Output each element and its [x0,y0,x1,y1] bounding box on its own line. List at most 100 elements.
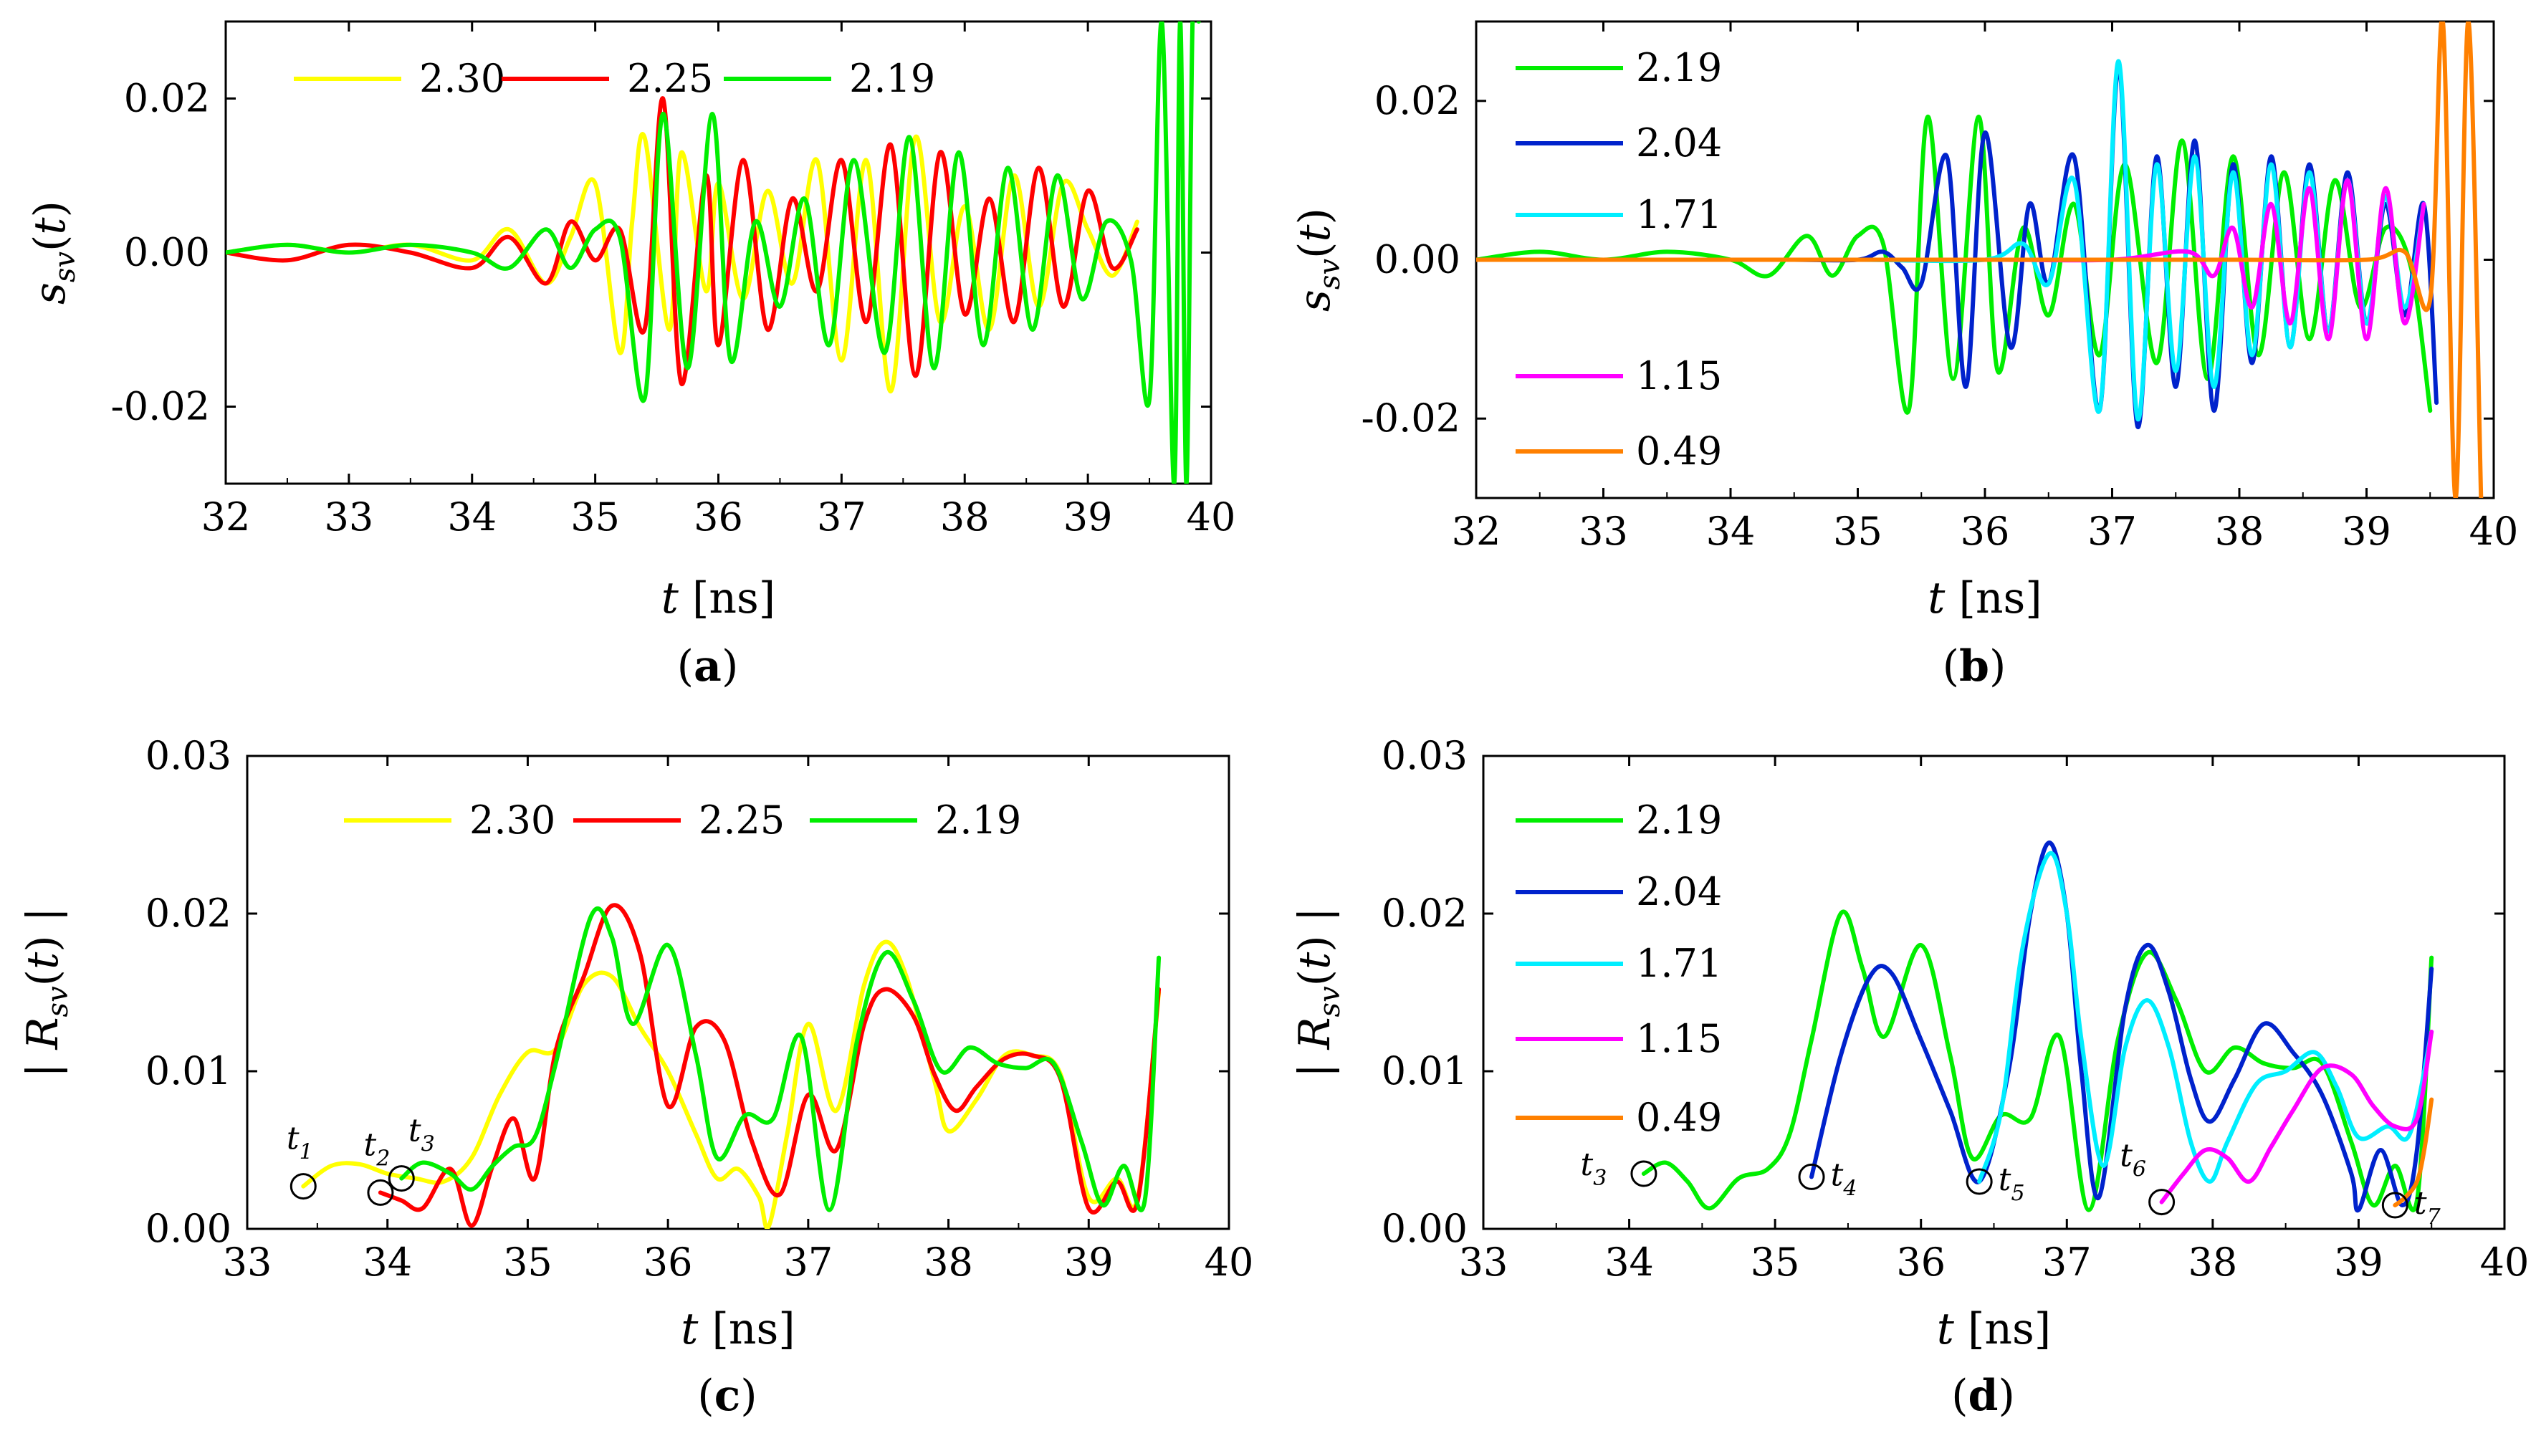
y-axis-label: ssv(t) [1290,208,1346,312]
x-tick-label: 40 [1205,1240,1254,1285]
x-axis-label: t [ns] [1928,573,2042,623]
series-line-2-19 [1476,114,2433,415]
marker-label-t7: t7 [2414,1185,2441,1230]
x-tick-label: 33 [1459,1240,1508,1285]
series-line-2-25 [226,96,1139,386]
series-line-2-19 [399,906,1162,1212]
series-line-0-49 [1476,21,2484,498]
y-tick-label: 0.01 [145,1048,231,1093]
panel-caption: (d) [1951,1371,2015,1421]
x-tick-label: 34 [1706,509,1756,554]
marker-label-t3: t3 [1581,1146,1607,1191]
y-tick-label: 0.02 [124,76,210,121]
legend-label: 2.19 [849,56,935,101]
series-line-1-15 [2159,1030,2434,1204]
y-tick-label: 0.02 [145,891,231,936]
x-tick-label: 33 [223,1240,272,1285]
y-tick-label: 0.02 [1382,891,1468,936]
marker-circle-t3 [1630,1160,1657,1187]
marker-label-t1: t1 [287,1121,313,1165]
legend-label: 2.25 [699,798,785,843]
legend-label: 0.49 [1636,1095,1722,1140]
panel-caption: (a) [677,641,739,691]
x-tick-label: 36 [1961,509,2010,554]
panel-b: 32 33 34 35 36 37 38 39 40 -0.02 0.00 0.02 2.19 2.04 1… [1290,20,2519,691]
legend-label: 2.30 [469,798,555,843]
x-tick-label: 37 [817,494,866,540]
x-tick-label: 33 [325,494,374,540]
y-axis-label: ssv(t) [25,201,82,305]
x-tick-label: 32 [1452,509,1501,554]
marker-circle-t2 [367,1179,394,1206]
series-group [301,903,1162,1229]
x-tick-label: 39 [2342,509,2391,554]
marker-circle-t4 [1798,1163,1825,1190]
series-line-2-19 [226,21,1201,484]
series-group [226,21,1201,484]
panel-d: 33 34 35 36 37 38 39 40 0.00 0.01 0.02 0.03 t3 t4 t5 t6… [1290,733,2529,1421]
y-tick-label: 0.02 [1374,78,1460,123]
y-tick-label: 0.00 [1374,237,1460,282]
y-tick-label: 0.03 [1382,733,1468,778]
x-tick-label: 38 [924,1240,973,1285]
series-line-0-49 [2393,1097,2434,1207]
legend-label: 2.19 [935,798,1021,843]
legend-label: 2.04 [1636,120,1722,166]
x-tick-label: 37 [783,1240,833,1285]
series-line-2-04 [1809,840,2434,1213]
legend-label: 0.49 [1636,428,1722,474]
x-tick-label: 33 [1579,509,1628,554]
series-line-2-30 [301,939,1162,1229]
y-axis-label: | Rsv(t) | [1290,907,1346,1078]
x-tick-label: 35 [503,1240,552,1285]
x-tick-label: 35 [1751,1240,1800,1285]
x-tick-label: 34 [447,494,497,540]
panel-caption: (b) [1943,641,2006,691]
panel-a: 32 33 34 35 36 37 38 39 40 -0.02 0.00 0.02 2.30 2.25 2… [25,20,1235,691]
legend-label: 1.71 [1636,192,1722,237]
x-tick-label: 39 [1063,494,1113,540]
x-tick-label: 35 [570,494,620,540]
legend-label: 2.30 [419,56,505,101]
x-tick-label: 40 [2480,1240,2530,1285]
series-line-1-71 [1977,851,2434,1184]
plot-frame [224,20,1212,485]
x-tick-label: 36 [694,494,743,540]
x-axis-label: t [ns] [681,1304,795,1354]
marker-circle-t7 [2381,1192,2408,1219]
x-tick-label: 38 [2215,509,2264,554]
x-tick-label: 38 [2188,1240,2237,1285]
legend-label: 1.15 [1636,1016,1722,1061]
marker-label-t3: t3 [408,1113,435,1157]
legend-label: 2.19 [1636,798,1722,843]
x-tick-label: 40 [2469,509,2519,554]
x-tick-label: 34 [363,1240,412,1285]
marker-circle-t3 [388,1165,415,1192]
series-line-2-25 [378,903,1162,1228]
x-tick-label: 37 [2087,509,2137,554]
y-tick-label: 0.00 [1382,1206,1468,1251]
marker-circle-t5 [1966,1168,1993,1195]
x-tick-label: 35 [1833,509,1882,554]
panel-caption: (c) [697,1371,757,1421]
y-tick-label: 0.01 [1382,1048,1468,1093]
marker-label-t4: t4 [1831,1156,1857,1201]
x-tick-label: 38 [940,494,990,540]
x-axis-label: t [ns] [661,573,775,623]
x-tick-label: 36 [1896,1240,1946,1285]
x-tick-label: 39 [2334,1240,2383,1285]
x-tick-label: 34 [1604,1240,1654,1285]
y-tick-label: 0.00 [124,230,210,275]
x-tick-label: 32 [201,494,251,540]
y-axis-label: | Rsv(t) | [18,907,75,1078]
x-tick-label: 39 [1064,1240,1114,1285]
y-tick-label: 0.00 [145,1206,231,1251]
marker-circle-t6 [2148,1189,2176,1216]
legend-label: 1.71 [1636,941,1722,986]
x-axis-label: t [ns] [1937,1304,2051,1354]
x-tick-label: 36 [643,1240,693,1285]
legend-label: 2.04 [1636,869,1722,914]
legend-label: 2.25 [627,56,713,101]
